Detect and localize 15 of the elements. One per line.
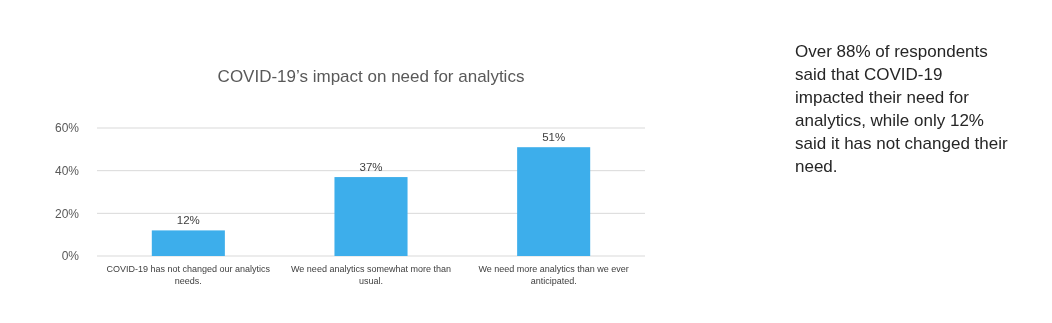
data-label: 12% bbox=[176, 214, 200, 227]
data-label: 51% bbox=[542, 131, 566, 144]
y-tick-label: 60% bbox=[54, 121, 80, 136]
data-label: 37% bbox=[359, 161, 383, 174]
x-tick-label: We need more analytics than we ever anticipated. bbox=[478, 264, 629, 286]
y-tick-label: 20% bbox=[54, 206, 80, 221]
bar bbox=[517, 147, 591, 256]
bar bbox=[334, 177, 408, 256]
y-tick-label: 40% bbox=[54, 163, 80, 178]
y-tick-label: 0% bbox=[61, 249, 80, 264]
text: Over 88% of respondents said that COVID-19 impacted their need for analytics, while only 12% said it has not changed their need. bbox=[795, 42, 1008, 176]
chart-title: COVID-19’s impact on need for analytics bbox=[217, 67, 525, 86]
x-tick-label: We need analytics somewhat more than usual. bbox=[291, 264, 451, 286]
bar bbox=[151, 230, 225, 256]
x-tick-label: COVID-19 has not changed our analytics needs. bbox=[106, 264, 271, 286]
